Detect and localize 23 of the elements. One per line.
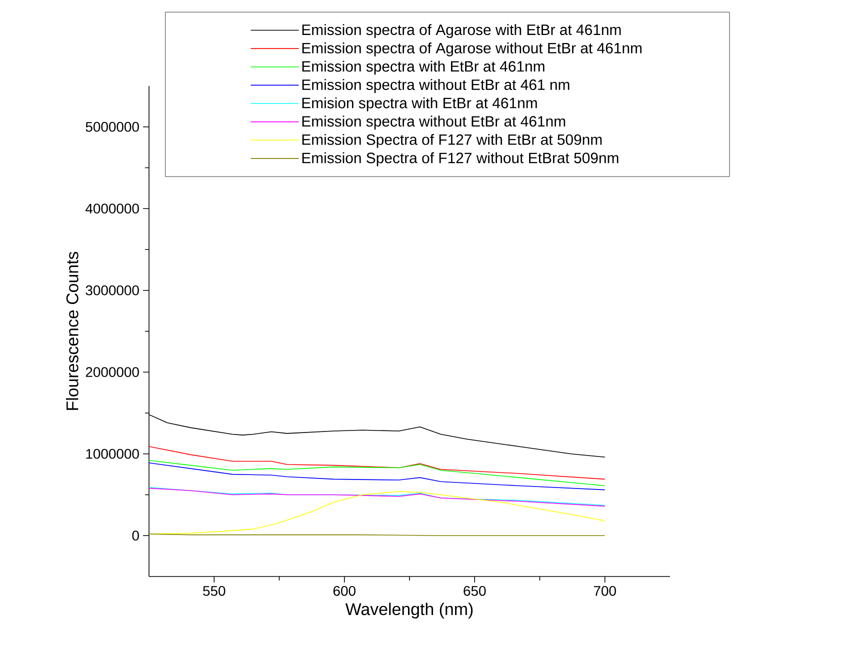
y-tick-label: 4000000 bbox=[86, 204, 139, 214]
legend-label: Emission spectra without EtBr at 461 nm bbox=[302, 79, 570, 93]
x-tick-label: 650 bbox=[464, 586, 486, 596]
legend-label: Emission spectra of Agarose without EtBr at 461nm bbox=[302, 42, 642, 56]
legend-label: Emission Spectra of F127 without EtBrat 509nm bbox=[302, 152, 618, 166]
y-tick-label: 1000000 bbox=[86, 448, 139, 459]
x-tick-label: 600 bbox=[333, 586, 356, 596]
y-axis-title: Flourescence Counts bbox=[66, 252, 78, 410]
x-tick-label: 700 bbox=[594, 586, 616, 596]
legend-label: Emission spectra without EtBr at 461nm bbox=[302, 116, 566, 130]
y-tick-label: 3000000 bbox=[86, 285, 139, 296]
legend-label: Emission spectra with EtBr at 461nm bbox=[302, 60, 544, 75]
x-tick-label: 550 bbox=[203, 586, 226, 596]
line-series bbox=[149, 446, 606, 480]
line-series bbox=[149, 462, 606, 490]
y-tick-label: 2000000 bbox=[86, 367, 139, 378]
y-tick-label: 5000000 bbox=[86, 122, 139, 132]
legend-label: Emission Spectra of F127 with EtBr at 509nm bbox=[302, 134, 602, 148]
legend-label: Emission spectra of Agarose with EtBr at 461nm bbox=[302, 24, 621, 38]
legend-label: Emision spectra with EtBr at 461nm bbox=[302, 97, 537, 112]
y-tick-label: 0 bbox=[132, 530, 139, 541]
x-axis-title: Wavelength (nm) bbox=[345, 602, 473, 619]
line-series bbox=[149, 460, 606, 486]
